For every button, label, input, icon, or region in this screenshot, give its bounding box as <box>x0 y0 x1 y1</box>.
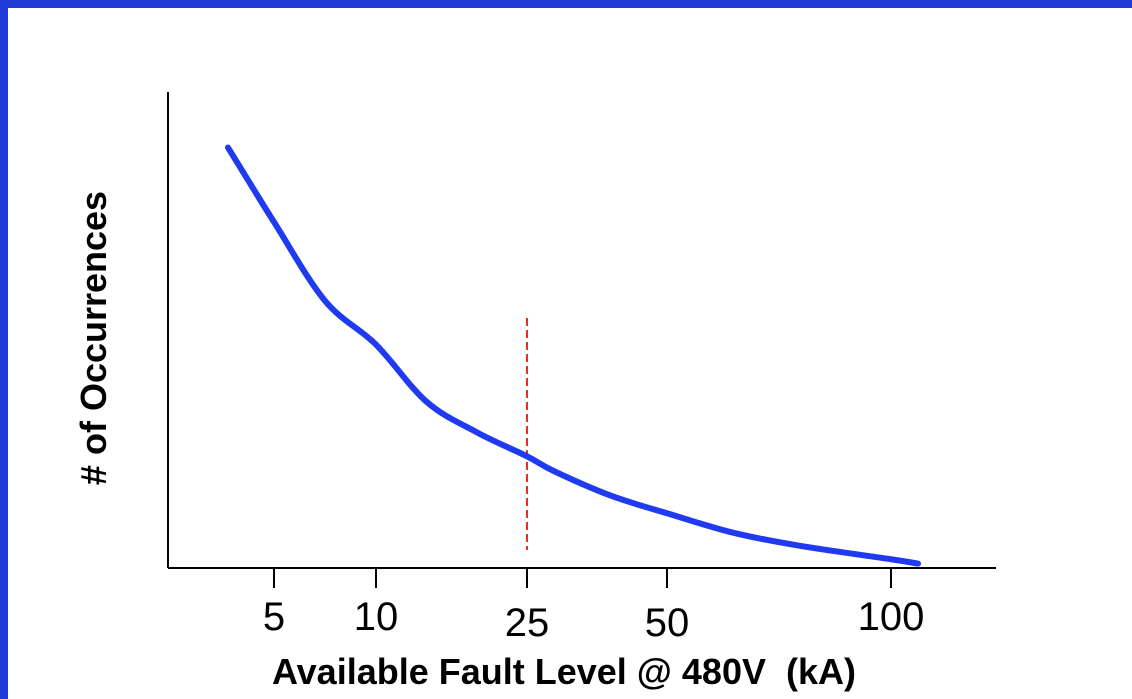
y-axis-title: # of Occurrences <box>73 191 114 485</box>
occurrence-curve <box>225 144 921 567</box>
x-tick-label: 25 <box>505 601 550 645</box>
x-axis-title: Available Fault Level @ 480V (kA) <box>272 651 856 692</box>
x-tick-label: 10 <box>354 595 399 639</box>
x-tick-label: 50 <box>645 601 690 645</box>
slide-frame-left-border <box>0 0 8 699</box>
x-tick-label: 5 <box>263 595 285 639</box>
slide-frame-top-border <box>0 0 1132 8</box>
x-tick-label: 100 <box>858 595 925 639</box>
